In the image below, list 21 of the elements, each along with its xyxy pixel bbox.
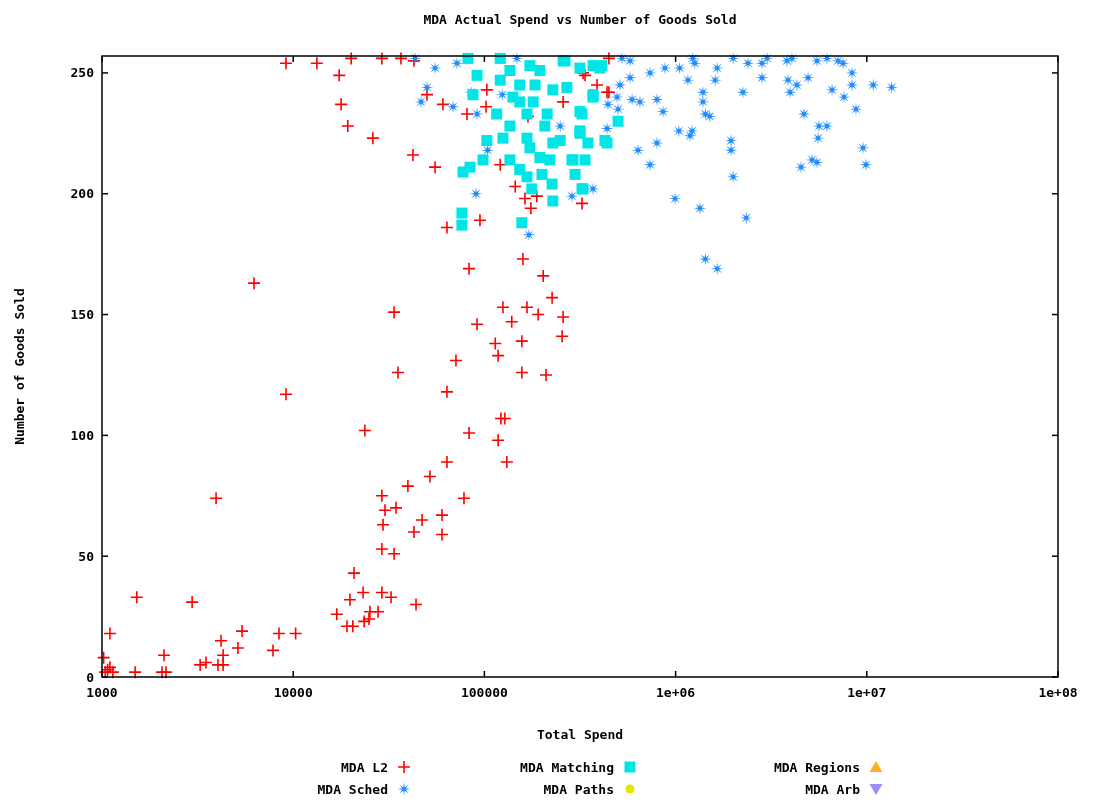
y-tick-label: 50 (78, 548, 95, 564)
x-tick-label: 1e+06 (656, 685, 696, 700)
y-axis-title: Number of Goods Sold (12, 288, 27, 445)
legend-label: MDA Sched (317, 781, 388, 797)
x-tick-label: 1000 (86, 685, 118, 700)
legend-label: MDA Arb (805, 781, 861, 797)
x-axis-title: Total Spend (536, 727, 624, 742)
legend-label: MDA Paths (543, 781, 614, 797)
legend-label: MDA Matching (520, 759, 614, 775)
y-tick-label: 200 (70, 186, 95, 202)
x-tick-label: 1e+07 (847, 685, 887, 700)
x-tick-label: 1e+08 (1038, 685, 1078, 700)
y-tick-label: 250 (70, 65, 95, 81)
y-tick-label: 150 (70, 307, 95, 323)
chart-title: MDA Actual Spend vs Number of Goods Sold (423, 12, 737, 27)
legend-label: MDA Regions (773, 759, 860, 775)
y-tick-label: 0 (86, 669, 95, 685)
x-tick-label: 10000 (273, 685, 313, 700)
x-tick-label: 100000 (460, 685, 509, 700)
y-tick-label: 100 (70, 427, 95, 443)
legend-label: MDA L2 (341, 759, 388, 775)
